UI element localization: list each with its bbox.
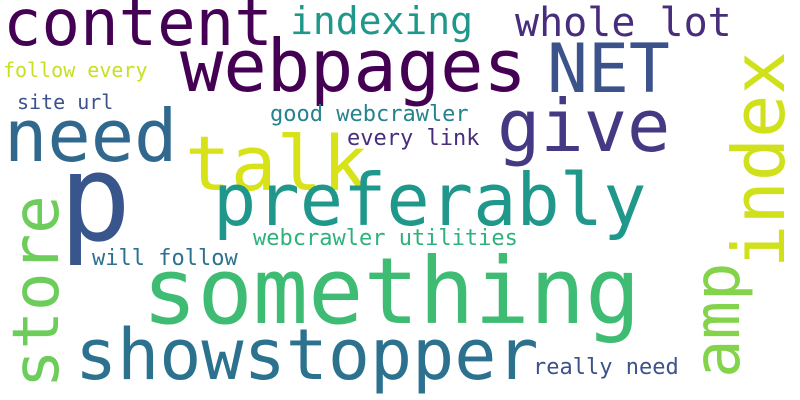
word-need: need [4, 94, 178, 178]
word-showstopper: showstopper [75, 314, 539, 396]
word-content: content [3, 0, 273, 61]
word-something: something [142, 238, 641, 345]
word-indexing: indexing [290, 0, 474, 43]
word-preferably: preferably [213, 158, 647, 242]
word-webcrawler-utilities: webcrawler utilities [253, 226, 518, 251]
word-store: store [0, 195, 74, 388]
word-really-need: really need [533, 355, 679, 380]
word-amp: amp [681, 262, 755, 378]
word-whole-lot: whole lot [515, 0, 732, 46]
word-index: index [717, 51, 800, 268]
word-talk: talk [185, 119, 369, 208]
word-net: NET [547, 30, 670, 109]
word-give: give [497, 84, 671, 168]
word-every-link: every link [347, 126, 480, 151]
word-webpages: webpages [180, 24, 527, 108]
word-site-url: site url [17, 90, 114, 114]
word-p: p [59, 130, 132, 269]
word-will-follow: will follow [92, 246, 238, 271]
word-follow-every: follow every [3, 58, 148, 82]
word-good-webcrawler: good webcrawler [270, 102, 469, 127]
